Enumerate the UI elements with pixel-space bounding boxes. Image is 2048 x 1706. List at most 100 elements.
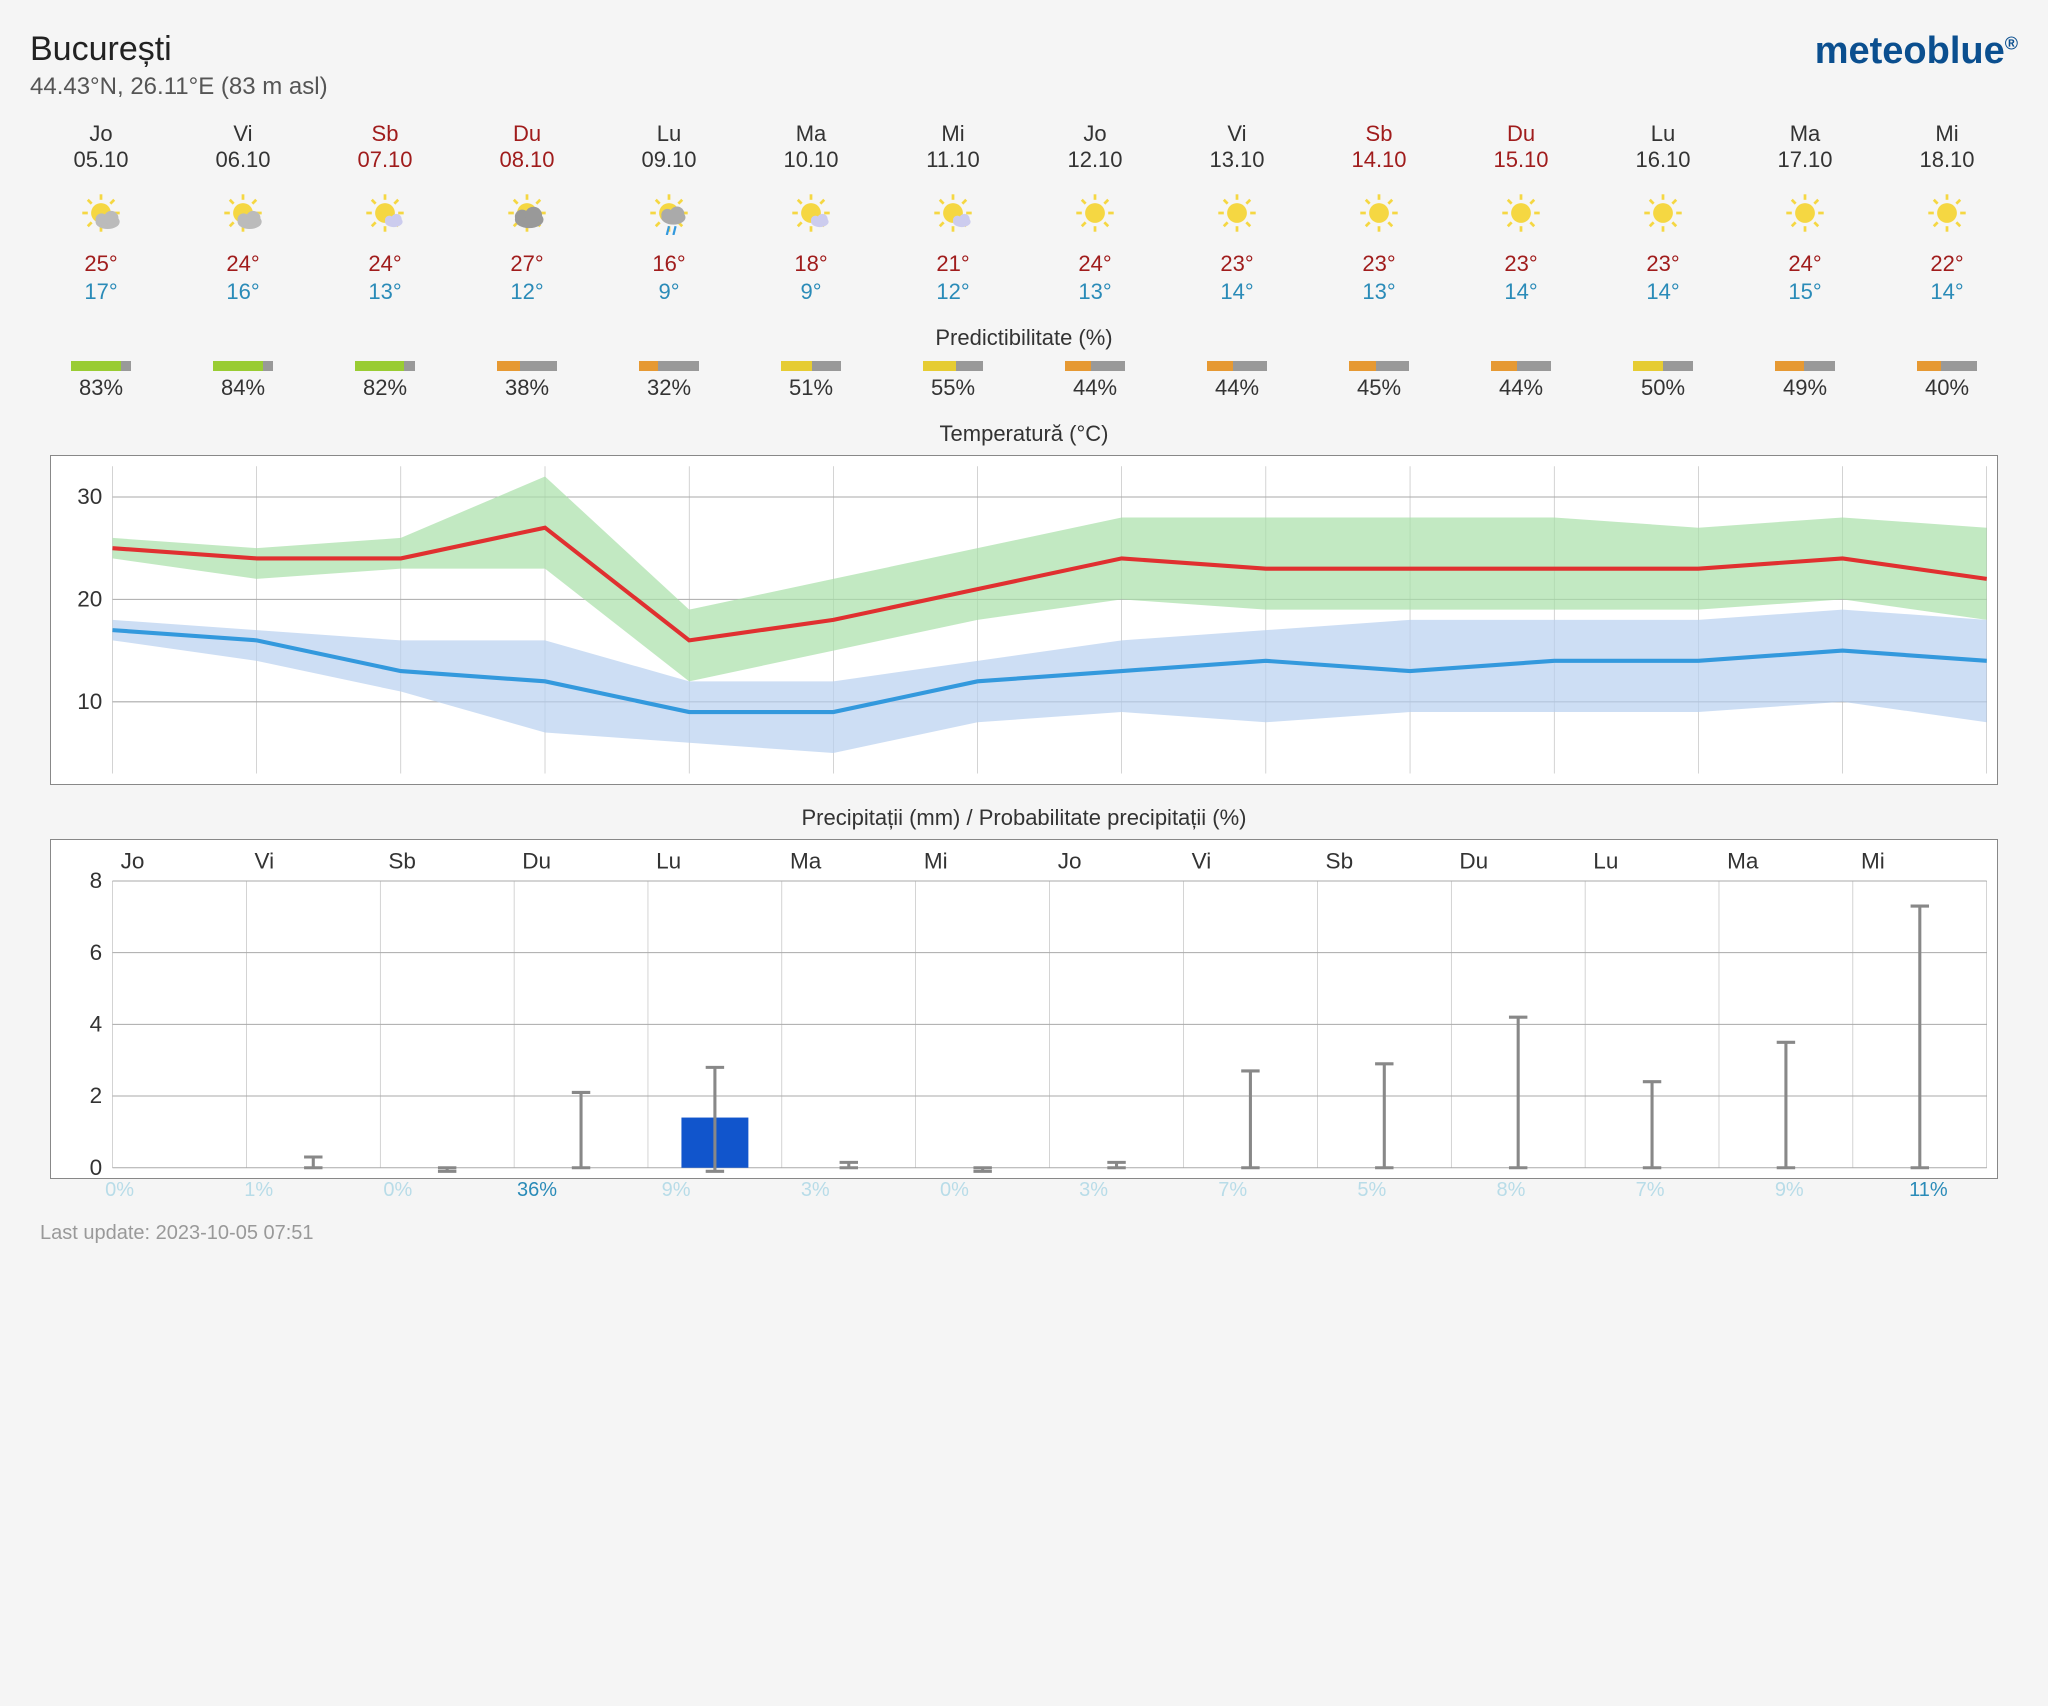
weather-icon: [318, 183, 452, 243]
precip-probability: 11%: [1859, 1179, 1998, 1202]
day-name: Lu: [602, 121, 736, 147]
day-column: Sb 07.10 24° 13°: [314, 121, 456, 305]
day-date: 18.10: [1880, 147, 2014, 173]
weather-icon: [1028, 183, 1162, 243]
brand-logo: meteoblue®: [1815, 30, 2018, 73]
temp-high: 24°: [1028, 251, 1162, 277]
temp-low: 12°: [886, 279, 1020, 305]
precip-probability: 9%: [1720, 1179, 1859, 1202]
temperature-chart: 102030: [30, 455, 2018, 785]
predictibility-value: 32%: [602, 375, 736, 401]
svg-text:30: 30: [77, 484, 102, 509]
temp-low: 14°: [1880, 279, 2014, 305]
predictibility-cell: 84%: [172, 361, 314, 401]
svg-text:6: 6: [90, 940, 103, 965]
day-name: Vi: [1170, 121, 1304, 147]
day-date: 11.10: [886, 147, 1020, 173]
predictibility-value: 45%: [1312, 375, 1446, 401]
temp-low: 12°: [460, 279, 594, 305]
svg-text:Du: Du: [522, 848, 551, 873]
day-date: 07.10: [318, 147, 452, 173]
temp-high: 27°: [460, 251, 594, 277]
precip-probability: 8%: [1441, 1179, 1580, 1202]
temp-low: 17°: [34, 279, 168, 305]
temperature-chart-title: Temperatură (°C): [30, 421, 2018, 447]
day-column: Jo 05.10 25° 17°: [30, 121, 172, 305]
predictibility-cell: 55%: [882, 361, 1024, 401]
svg-text:Vi: Vi: [1192, 848, 1212, 873]
svg-text:Ma: Ma: [1727, 848, 1759, 873]
location-title: București: [30, 30, 328, 69]
last-update: Last update: 2023-10-05 07:51: [30, 1222, 2018, 1245]
precip-probability: 0%: [328, 1179, 467, 1202]
day-column: Mi 18.10 22° 14°: [1876, 121, 2018, 305]
predictibility-cell: 44%: [1024, 361, 1166, 401]
predictibility-cell: 40%: [1876, 361, 2018, 401]
temp-high: 23°: [1454, 251, 1588, 277]
predictibility-title: Predictibilitate (%): [30, 325, 2018, 351]
svg-text:Sb: Sb: [388, 848, 416, 873]
predictibility-value: 44%: [1028, 375, 1162, 401]
svg-text:0: 0: [90, 1155, 103, 1179]
svg-text:Jo: Jo: [1058, 848, 1082, 873]
predictibility-value: 44%: [1170, 375, 1304, 401]
svg-text:Lu: Lu: [656, 848, 681, 873]
precip-probability: 0%: [50, 1179, 189, 1202]
predictibility-row: 83% 84% 82% 38% 32% 51% 55% 44% 44% 45% …: [30, 361, 2018, 401]
day-column: Sb 14.10 23° 13°: [1308, 121, 1450, 305]
weather-icon: [886, 183, 1020, 243]
predictibility-value: 38%: [460, 375, 594, 401]
weather-icon: [1312, 183, 1446, 243]
day-date: 06.10: [176, 147, 310, 173]
temp-low: 16°: [176, 279, 310, 305]
svg-text:Vi: Vi: [255, 848, 275, 873]
day-date: 08.10: [460, 147, 594, 173]
temp-low: 9°: [744, 279, 878, 305]
day-date: 10.10: [744, 147, 878, 173]
day-date: 17.10: [1738, 147, 1872, 173]
predictibility-cell: 50%: [1592, 361, 1734, 401]
predictibility-value: 55%: [886, 375, 1020, 401]
predictibility-cell: 49%: [1734, 361, 1876, 401]
temp-high: 24°: [318, 251, 452, 277]
day-name: Lu: [1596, 121, 1730, 147]
svg-text:Sb: Sb: [1326, 848, 1354, 873]
day-name: Sb: [1312, 121, 1446, 147]
predictibility-cell: 44%: [1166, 361, 1308, 401]
day-date: 13.10: [1170, 147, 1304, 173]
day-column: Du 15.10 23° 14°: [1450, 121, 1592, 305]
svg-text:Mi: Mi: [924, 848, 948, 873]
temp-high: 24°: [176, 251, 310, 277]
svg-text:4: 4: [90, 1011, 103, 1036]
predictibility-value: 51%: [744, 375, 878, 401]
day-column: Lu 09.10 16° 9°: [598, 121, 740, 305]
day-column: Lu 16.10 23° 14°: [1592, 121, 1734, 305]
temp-high: 23°: [1596, 251, 1730, 277]
predictibility-cell: 51%: [740, 361, 882, 401]
svg-text:Du: Du: [1459, 848, 1488, 873]
weather-icon: [460, 183, 594, 243]
precip-probability: 7%: [1581, 1179, 1720, 1202]
day-column: Ma 10.10 18° 9°: [740, 121, 882, 305]
svg-text:Ma: Ma: [790, 848, 822, 873]
day-name: Ma: [744, 121, 878, 147]
temp-high: 23°: [1170, 251, 1304, 277]
svg-text:Lu: Lu: [1593, 848, 1618, 873]
svg-text:2: 2: [90, 1083, 103, 1108]
svg-text:10: 10: [77, 689, 102, 714]
weather-icon: [1880, 183, 2014, 243]
temp-low: 14°: [1596, 279, 1730, 305]
precip-chart-title: Precipitații (mm) / Probabilitate precip…: [30, 805, 2018, 831]
weather-icon: [1454, 183, 1588, 243]
predictibility-cell: 83%: [30, 361, 172, 401]
temp-low: 14°: [1170, 279, 1304, 305]
temp-high: 22°: [1880, 251, 2014, 277]
day-name: Jo: [34, 121, 168, 147]
temp-low: 13°: [318, 279, 452, 305]
predictibility-value: 50%: [1596, 375, 1730, 401]
day-column: Mi 11.10 21° 12°: [882, 121, 1024, 305]
temp-high: 24°: [1738, 251, 1872, 277]
temp-low: 9°: [602, 279, 736, 305]
day-name: Du: [1454, 121, 1588, 147]
weather-icon: [744, 183, 878, 243]
